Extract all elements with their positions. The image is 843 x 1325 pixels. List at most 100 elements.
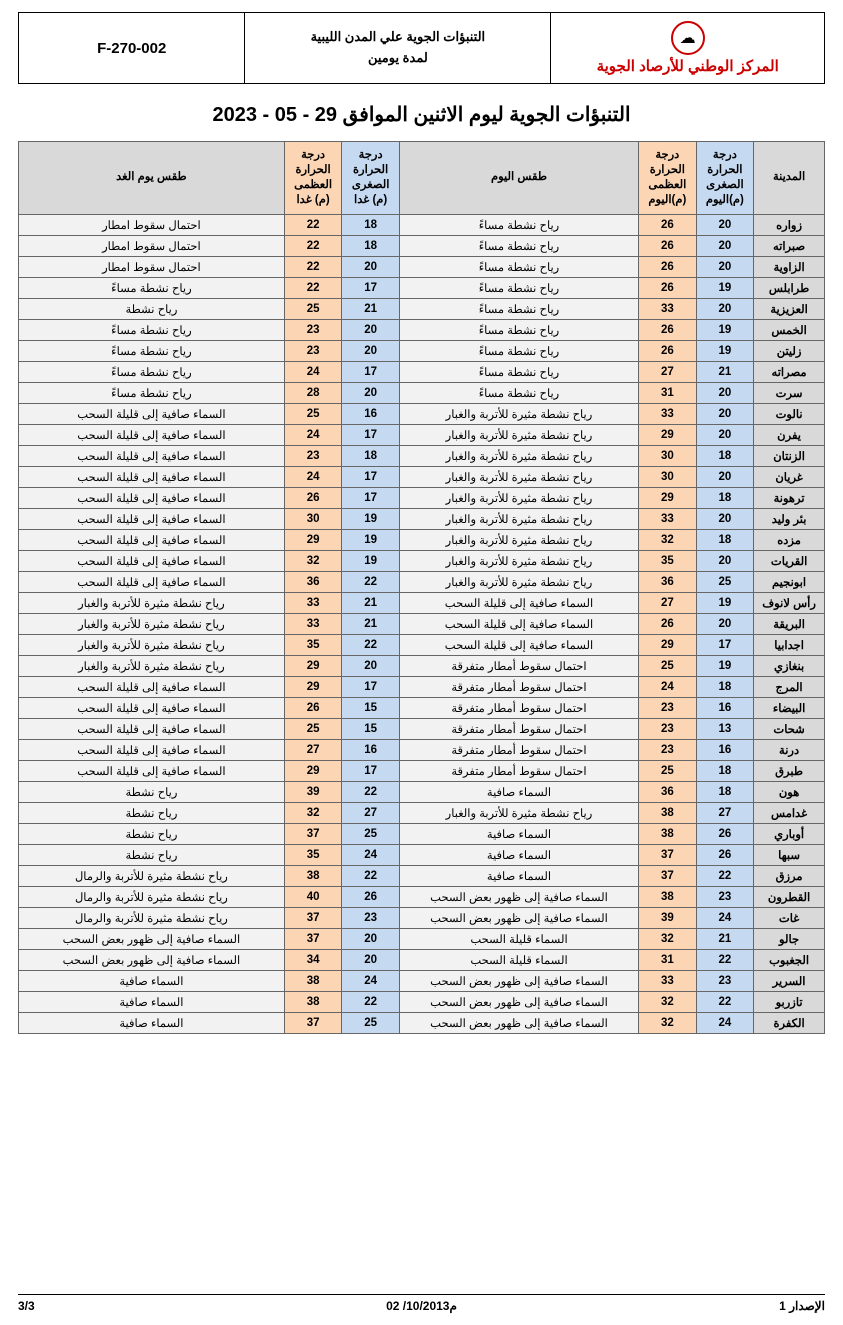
table-row: شحات1323احتمال سقوط أمطار متفرقة1525السم… (19, 718, 825, 739)
cell-max-today: 26 (639, 235, 697, 256)
form-code: F-270-002 (19, 13, 244, 83)
footer-page: 3/3 (18, 1299, 287, 1313)
cell-max-today: 26 (639, 319, 697, 340)
cell-max-tom: 28 (284, 382, 342, 403)
cell-min-tom: 22 (342, 571, 400, 592)
cell-min-tom: 17 (342, 466, 400, 487)
cell-max-today: 32 (639, 991, 697, 1012)
cell-min-today: 18 (696, 781, 754, 802)
cell-min-today: 19 (696, 655, 754, 676)
cell-max-tom: 40 (284, 886, 342, 907)
cell-city: سبها (754, 844, 825, 865)
cell-min-tom: 15 (342, 718, 400, 739)
cell-city: الكفرة (754, 1012, 825, 1033)
table-header-row: المدينة درجة الحرارة الصغرى (م)اليوم درج… (19, 142, 825, 215)
cell-cond-today: السماء صافية (399, 844, 638, 865)
cell-max-tom: 25 (284, 403, 342, 424)
cell-max-today: 36 (639, 571, 697, 592)
cell-max-today: 32 (639, 529, 697, 550)
footer-issue: الإصدار 1 (556, 1299, 825, 1313)
cell-cond-tom: رياح نشطة (19, 802, 285, 823)
cell-min-today: 27 (696, 802, 754, 823)
table-row: رأس لانوف1927السماء صافية إلى قليلة السح… (19, 592, 825, 613)
cell-city: تازربو (754, 991, 825, 1012)
cell-cond-today: السماء قليلة السحب (399, 949, 638, 970)
cell-cond-today: السماء صافية إلى ظهور بعض السحب (399, 991, 638, 1012)
cell-max-tom: 39 (284, 781, 342, 802)
cell-city: غات (754, 907, 825, 928)
cell-min-tom: 20 (342, 319, 400, 340)
cell-cond-today: رياح نشطة مثيرة للأتربة والغبار (399, 466, 638, 487)
cell-max-tom: 33 (284, 592, 342, 613)
cell-min-tom: 22 (342, 634, 400, 655)
cell-city: يفرن (754, 424, 825, 445)
cell-max-tom: 24 (284, 361, 342, 382)
cell-max-today: 37 (639, 865, 697, 886)
doc-subtitle: التنبؤات الجوية علي المدن الليبية لمدة ي… (244, 13, 550, 83)
table-row: هون1836السماء صافية2239رياح نشطة (19, 781, 825, 802)
cell-max-tom: 33 (284, 613, 342, 634)
cell-city: مصراته (754, 361, 825, 382)
table-row: زواره2026رياح نشطة مساءً1822احتمال سقوط … (19, 214, 825, 235)
cell-max-tom: 32 (284, 802, 342, 823)
cell-max-today: 38 (639, 823, 697, 844)
cell-min-tom: 19 (342, 550, 400, 571)
cell-min-today: 19 (696, 592, 754, 613)
table-row: المرج1824احتمال سقوط أمطار متفرقة1729الس… (19, 676, 825, 697)
cell-min-today: 20 (696, 382, 754, 403)
cell-max-today: 31 (639, 949, 697, 970)
cell-min-today: 20 (696, 508, 754, 529)
cell-city: الزنتان (754, 445, 825, 466)
cell-min-today: 21 (696, 361, 754, 382)
table-row: القطرون2338السماء صافية إلى ظهور بعض الس… (19, 886, 825, 907)
cell-cond-tom: السماء صافية إلى قليلة السحب (19, 403, 285, 424)
cell-min-today: 18 (696, 487, 754, 508)
cell-min-today: 21 (696, 928, 754, 949)
cell-cond-today: رياح نشطة مساءً (399, 382, 638, 403)
cell-min-tom: 25 (342, 1012, 400, 1033)
cell-cond-today: السماء صافية إلى قليلة السحب (399, 613, 638, 634)
cell-cond-today: رياح نشطة مثيرة للأتربة والغبار (399, 487, 638, 508)
cell-min-today: 23 (696, 886, 754, 907)
cell-min-today: 20 (696, 298, 754, 319)
cell-min-tom: 18 (342, 214, 400, 235)
cell-cond-tom: السماء صافية إلى قليلة السحب (19, 697, 285, 718)
cell-min-today: 20 (696, 424, 754, 445)
cell-max-tom: 38 (284, 991, 342, 1012)
cell-cond-today: احتمال سقوط أمطار متفرقة (399, 739, 638, 760)
cell-max-tom: 25 (284, 718, 342, 739)
cell-cond-tom: رياح نشطة مساءً (19, 319, 285, 340)
cell-cond-today: احتمال سقوط أمطار متفرقة (399, 718, 638, 739)
cell-min-tom: 22 (342, 865, 400, 886)
cell-cond-today: السماء صافية (399, 823, 638, 844)
cell-min-tom: 22 (342, 781, 400, 802)
cell-cond-today: رياح نشطة مثيرة للأتربة والغبار (399, 424, 638, 445)
cell-max-today: 33 (639, 508, 697, 529)
cell-city: مرزق (754, 865, 825, 886)
cell-cond-today: رياح نشطة مثيرة للأتربة والغبار (399, 508, 638, 529)
cell-max-today: 38 (639, 802, 697, 823)
cell-cond-tom: السماء صافية إلى قليلة السحب (19, 466, 285, 487)
cell-cond-today: رياح نشطة مساءً (399, 319, 638, 340)
cell-min-tom: 25 (342, 823, 400, 844)
col-max-today: درجة الحرارة العظمى (م)اليوم (639, 142, 697, 215)
cell-min-tom: 27 (342, 802, 400, 823)
table-row: صبراته2026رياح نشطة مساءً1822احتمال سقوط… (19, 235, 825, 256)
cell-min-today: 25 (696, 571, 754, 592)
cell-min-tom: 20 (342, 256, 400, 277)
logo-icon: ☁ (671, 21, 705, 55)
cell-city: الزاوية (754, 256, 825, 277)
cell-cond-today: احتمال سقوط أمطار متفرقة (399, 676, 638, 697)
table-row: الزاوية2026رياح نشطة مساءً2022احتمال سقو… (19, 256, 825, 277)
cell-max-today: 30 (639, 466, 697, 487)
cell-city: رأس لانوف (754, 592, 825, 613)
cell-cond-today: رياح نشطة مثيرة للأتربة والغبار (399, 571, 638, 592)
col-max-tom: درجة الحرارة العظمى (م) غدا (284, 142, 342, 215)
cell-min-tom: 17 (342, 760, 400, 781)
cell-min-today: 19 (696, 277, 754, 298)
cell-max-today: 23 (639, 718, 697, 739)
cell-cond-tom: السماء صافية إلى قليلة السحب (19, 529, 285, 550)
table-row: سرت2031رياح نشطة مساءً2028رياح نشطة مساء… (19, 382, 825, 403)
cell-min-tom: 16 (342, 403, 400, 424)
cell-max-tom: 23 (284, 340, 342, 361)
